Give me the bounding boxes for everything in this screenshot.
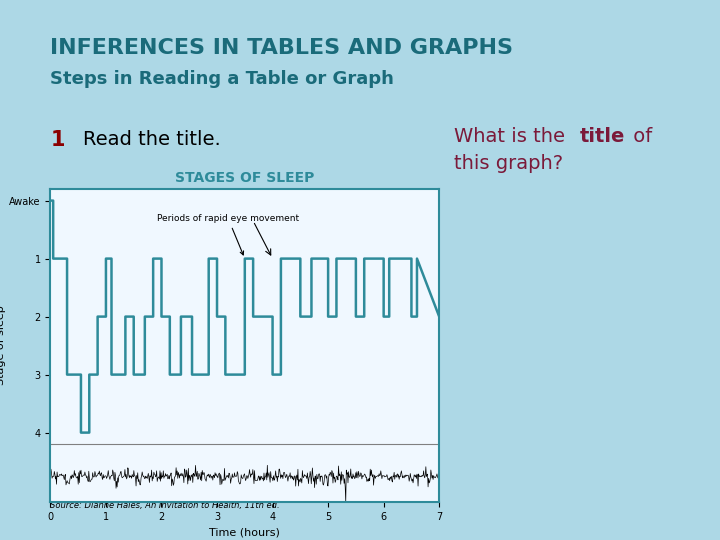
Text: Steps in Reading a Table or Graph: Steps in Reading a Table or Graph (50, 70, 395, 88)
Text: of: of (627, 127, 652, 146)
Text: 1: 1 (50, 130, 65, 150)
X-axis label: Time (hours): Time (hours) (210, 528, 280, 537)
Y-axis label: Stage of sleep: Stage of sleep (0, 306, 6, 386)
Text: Source: Dianne Hales, An Invitation to Health, 11th ed.: Source: Dianne Hales, An Invitation to H… (50, 501, 280, 510)
Text: What is the: What is the (454, 127, 571, 146)
Title: STAGES OF SLEEP: STAGES OF SLEEP (175, 171, 315, 185)
Text: this graph?: this graph? (454, 154, 563, 173)
Text: Read the title.: Read the title. (83, 130, 220, 148)
Text: Periods of rapid eye movement: Periods of rapid eye movement (157, 214, 300, 255)
Text: INFERENCES IN TABLES AND GRAPHS: INFERENCES IN TABLES AND GRAPHS (50, 38, 513, 58)
Text: title: title (580, 127, 625, 146)
